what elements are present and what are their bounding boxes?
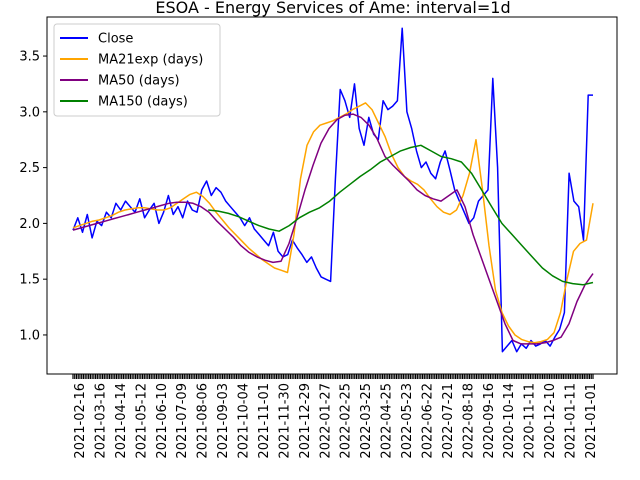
- series-layer: [72, 27, 594, 353]
- series-line: [72, 102, 594, 344]
- x-tick-label: 2021-06-10: [155, 383, 170, 459]
- x-tick-label: 2022-08-18: [461, 383, 476, 459]
- x-tick-label: 2022-02-25: [339, 383, 354, 459]
- x-tick-label: 2021-10-04: [237, 383, 252, 459]
- x-tick-label: 2020-09-16: [482, 383, 497, 459]
- x-tick-label: 2021-09-03: [216, 383, 231, 459]
- x-tick-label: 2021-12-29: [298, 383, 313, 459]
- x-tick-label: 2021-03-16: [93, 383, 108, 459]
- x-tick-label: 2021-08-06: [196, 383, 211, 459]
- legend-box: [53, 23, 221, 117]
- x-tick-label: 2021-02-16: [73, 383, 88, 459]
- legend-entry: MA21exp (days): [98, 53, 203, 68]
- x-tick-label: 2022-06-22: [420, 383, 435, 459]
- series-line: [208, 144, 594, 286]
- x-tick-label: 2021-07-09: [175, 383, 190, 459]
- series-line: [72, 113, 594, 345]
- x-tick-label: 2022-05-23: [400, 383, 415, 459]
- x-tick-label: 2022-01-27: [318, 383, 333, 459]
- x-tick-label: 2021-04-14: [114, 383, 129, 459]
- legend: Close MA21exp (days) MA50 (days) MA150 (day…: [53, 23, 221, 117]
- x-tick-label: 2021-11-01: [257, 383, 272, 459]
- x-tick-label: 2022-07-21: [441, 383, 456, 459]
- y-tick-label: 1.0: [19, 328, 40, 343]
- y-tick-label: 2.5: [19, 161, 40, 176]
- legend-entry: Close: [98, 32, 133, 47]
- y-tick-label: 3.0: [19, 105, 40, 120]
- x-tick-label: 2021-05-12: [134, 383, 149, 459]
- x-axis: 2021-02-16 2021-03-16 2021-04-14 2021-05-12…: [72, 374, 599, 459]
- y-tick-label: 2.0: [19, 217, 40, 232]
- legend-entry: MA150 (days): [98, 95, 188, 110]
- x-tick-label: 2021-11-30: [277, 383, 292, 459]
- x-tick-label: 2022-03-25: [359, 383, 374, 459]
- x-tick-label: 2020-10-14: [502, 383, 517, 459]
- x-tick-label: 2022-04-25: [380, 383, 395, 459]
- chart-title: ESOA - Energy Services of Ame: interval=…: [155, 0, 510, 17]
- x-tick-label: 2020-11-11: [523, 383, 538, 459]
- legend-entry: MA50 (days): [98, 74, 180, 89]
- series-line: [72, 27, 593, 353]
- y-axis: 1.0 1.5 2.0 2.5 3.0 3.5: [19, 50, 47, 343]
- x-tick-label: 2021-01-01: [584, 383, 599, 459]
- x-tick-label: 2020-12-10: [543, 383, 558, 459]
- x-tick-label: 2021-01-11: [564, 383, 579, 459]
- y-tick-label: 1.5: [19, 273, 40, 288]
- y-tick-label: 3.5: [19, 50, 40, 65]
